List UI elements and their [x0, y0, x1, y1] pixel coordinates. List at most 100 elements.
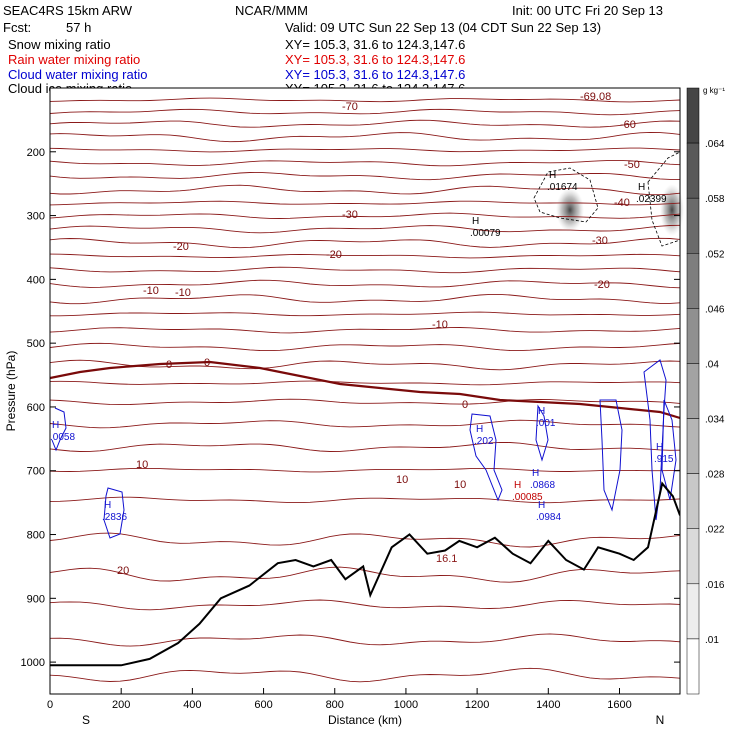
colorbar-tick-label: .01: [705, 635, 719, 646]
colorbar-swatch: [686, 583, 700, 640]
y-tick-label: 900: [27, 593, 45, 605]
y-tick-label: 700: [27, 466, 45, 478]
field-xy-snow: XY= 105.3, 31.6 to 124.3,147.6: [285, 37, 466, 52]
isotherm-line: [50, 419, 680, 429]
maximum-marker: H: [52, 420, 59, 431]
cloud-water-contour: [469, 413, 503, 502]
maximum-marker: H: [532, 468, 539, 479]
isotherm-label: -10: [175, 287, 191, 299]
maximum-label: .915: [654, 454, 674, 465]
isotherm-label: -30: [342, 209, 358, 221]
isotherm-label: -20: [594, 279, 610, 291]
colorbar: .064 .058 .052 .046 .04 .034 .028 .022 .016 .01 g …: [686, 86, 725, 695]
cloud-water-contour: [51, 407, 67, 452]
terrain-profile: [50, 481, 680, 667]
isotherm-label: -10: [143, 285, 159, 297]
snow-shading: [556, 188, 584, 232]
snow-shading: [660, 184, 684, 236]
cloud-contours: [51, 151, 680, 539]
maximum-marker: H: [656, 442, 663, 453]
isotherm-label: 0: [462, 399, 468, 411]
isotherm-label: -60: [620, 119, 636, 131]
x-tick-label: 1000: [394, 699, 418, 711]
plot-background: [50, 88, 684, 694]
isotherm-label: -69.08: [580, 91, 611, 103]
field-name-cloud-water: Cloud water mixing ratio: [8, 67, 148, 82]
temperature-contours: [50, 97, 680, 683]
colorbar-swatch: [686, 142, 700, 199]
field-xy-cloud-water: XY= 105.3, 31.6 to 124.3,147.6: [285, 67, 466, 82]
isotherm-label: 0: [204, 357, 210, 369]
model-title: SEAC4RS 15km ARW: [3, 3, 133, 18]
colorbar-swatch: [686, 473, 700, 529]
isotherm-line: [50, 566, 680, 583]
isotherm-label: -20: [326, 249, 342, 261]
isotherm-line: [50, 159, 680, 167]
isotherm-line: [50, 237, 680, 249]
isotherm-line: [50, 599, 680, 611]
colorbar-tick-label: .034: [705, 415, 725, 426]
isotherm-line: [50, 441, 680, 452]
maximum-marker: H: [638, 182, 645, 193]
cloud-water-contour: [661, 399, 677, 501]
isotherm-label: -40: [614, 197, 630, 209]
x-tick-label: 400: [183, 699, 201, 711]
terrain-line: [50, 481, 680, 667]
x-tick-label: 1200: [465, 699, 489, 711]
x-tick-label: 0: [47, 699, 53, 711]
isotherm-line: [50, 253, 680, 259]
maximum-label: .0058: [50, 432, 75, 443]
cloud-water-contour: [599, 399, 623, 512]
isotherm-line: [50, 200, 680, 206]
colorbar-unit: g kg⁻¹: [703, 86, 725, 95]
x-tick-label: 800: [326, 699, 344, 711]
x-axis-title: Distance (km): [328, 713, 402, 727]
field-name-snow: Snow mixing ratio: [8, 37, 111, 52]
field-name-rain: Rain water mixing ratio: [8, 52, 141, 67]
maximum-label: .202: [474, 436, 494, 447]
isotherm-line: [50, 496, 680, 504]
cloud-water-contour: [643, 359, 667, 521]
plot-area: [50, 88, 680, 694]
colorbar-tick-label: .022: [705, 525, 725, 536]
endpoint-left: S: [82, 713, 90, 727]
org-label: NCAR/MMM: [235, 3, 308, 18]
maximum-marker: H: [514, 480, 521, 491]
isotherm-line: [50, 398, 680, 406]
fcst-value: 57 h: [66, 20, 92, 35]
colorbar-tick-label: .04: [705, 359, 719, 370]
maximum-label: .00085: [512, 492, 543, 503]
colorbar-tick-label: .016: [705, 580, 725, 591]
maximum-marker: H: [538, 500, 545, 511]
cloud-water-contour: [103, 487, 125, 539]
maximum-marker: H: [472, 216, 479, 227]
isotherm-label: -70: [342, 101, 358, 113]
y-tick-label: 300: [27, 211, 45, 223]
isotherm-label: -20: [173, 241, 189, 253]
x-tick-label: 1400: [536, 699, 560, 711]
y-tick-label: 200: [27, 147, 45, 159]
x-tick-label: 200: [112, 699, 130, 711]
colorbar-tick-label: .028: [705, 470, 725, 481]
colorbar-tick-label: .046: [705, 304, 725, 315]
field-xy-cloud-ice: XY= 105.3, 31.6 to 124.3,147.6: [285, 81, 466, 96]
isotherm-line: [50, 108, 680, 116]
y-tick-label: 400: [27, 274, 45, 286]
colorbar-swatch: [686, 528, 700, 585]
isotherm-line: [50, 327, 680, 334]
isotherm-label: 0: [166, 359, 172, 371]
maximum-label: .02399: [636, 194, 667, 205]
isotherm-line: [50, 131, 680, 143]
isotherm-line: [50, 212, 680, 219]
y-axis-title: Pressure (hPa): [4, 351, 18, 432]
cloud-water-contour: [535, 404, 549, 462]
isotherm-line: [50, 380, 680, 386]
plot-frame: [49, 87, 681, 695]
isotherm-label: 10: [454, 479, 466, 491]
init-time: Init: 00 UTC Fri 20 Sep 13: [512, 3, 664, 18]
y-tick-label: 500: [27, 338, 45, 350]
maximum-label: .00079: [470, 228, 501, 239]
isotherm-label: 16.1: [436, 553, 457, 565]
